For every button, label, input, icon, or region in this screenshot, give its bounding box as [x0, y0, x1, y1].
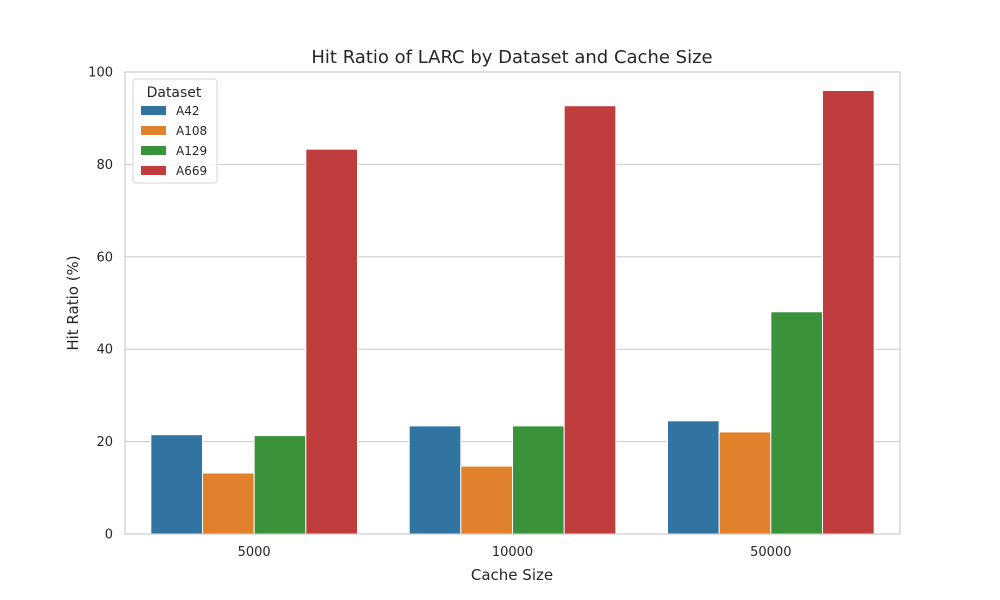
legend-label: A108	[176, 124, 207, 138]
y-axis-label: Hit Ratio (%)	[64, 255, 82, 350]
bar-a42-10000	[408, 425, 462, 535]
legend-title: Dataset	[147, 85, 202, 101]
bar-a108-5000	[202, 472, 255, 535]
x-axis-label: Cache Size	[471, 566, 553, 584]
legend-swatch	[141, 166, 166, 175]
legend-label: A129	[176, 144, 207, 158]
legend-label: A669	[176, 164, 207, 178]
legend-items: A42 A108 A129 A669	[141, 104, 207, 178]
x-tick-label: 50000	[750, 545, 791, 560]
bar-a669-50000	[822, 89, 875, 535]
bar-a108-50000	[718, 431, 772, 535]
bar-a42-5000	[150, 434, 203, 535]
chart-title: Hit Ratio of LARC by Dataset and Cache S…	[311, 47, 712, 68]
plot-frame	[124, 71, 901, 535]
x-tick-labels: 5000 10000 50000	[238, 545, 792, 560]
bar-a129-50000	[770, 311, 823, 535]
legend-swatch	[141, 126, 166, 135]
y-tick-label: 20	[96, 435, 113, 450]
y-tick-label: 60	[96, 250, 113, 265]
bar-a129-5000	[253, 435, 307, 535]
bar-a669-10000	[563, 105, 617, 535]
legend-label: A42	[176, 104, 199, 118]
x-tick-label: 10000	[492, 545, 533, 560]
y-tick-label: 80	[96, 158, 113, 173]
x-tick-label: 5000	[238, 545, 271, 560]
y-tick-label: 0	[105, 528, 113, 543]
legend: Dataset A42 A108 A129 A669	[132, 78, 218, 184]
bar-a42-50000	[667, 420, 720, 535]
legend-swatch	[141, 146, 166, 155]
bars	[150, 89, 875, 535]
bar-a669-5000	[305, 148, 359, 535]
y-tick-label: 40	[96, 343, 113, 358]
bar-a129-10000	[512, 425, 565, 535]
y-tick-labels: 0 20 40 60 80 100	[88, 66, 113, 543]
legend-box	[132, 78, 218, 184]
bar-a108-10000	[460, 465, 514, 535]
y-tick-label: 100	[88, 66, 113, 81]
legend-swatch	[141, 106, 166, 115]
